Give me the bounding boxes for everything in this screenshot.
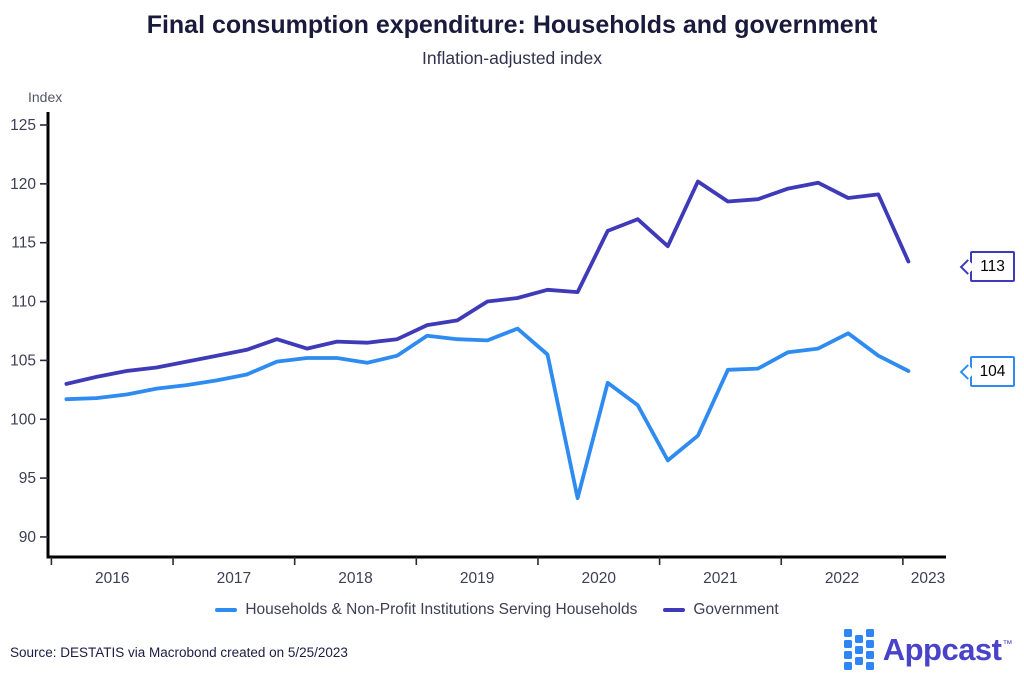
- legend-item-government: Government: [663, 601, 779, 619]
- y-tick-label: 125: [10, 117, 36, 134]
- y-tick-label: 115: [11, 235, 36, 252]
- callout-government: 113: [959, 251, 1015, 282]
- x-tick-label: 2023: [911, 570, 945, 587]
- y-tick-label: 95: [19, 470, 36, 487]
- callout-households: 104: [959, 356, 1015, 387]
- y-tick-label: 110: [11, 294, 36, 311]
- x-tick-label: 2020: [582, 570, 617, 587]
- x-tick-label: 2017: [217, 570, 251, 587]
- source-note: Source: DESTATIS via Macrobond created o…: [10, 645, 348, 660]
- households-line: [64, 326, 911, 501]
- x-tick-label: 2019: [460, 570, 494, 587]
- appcast-logo-icon: [843, 629, 874, 670]
- callout-value: 113: [980, 257, 1005, 275]
- chart-subtitle: Inflation-adjusted index: [422, 48, 602, 68]
- government-line: [64, 179, 911, 386]
- trademark-symbol: ™: [1002, 639, 1013, 650]
- x-tick-label: 2018: [338, 570, 372, 587]
- y-axis-title: Index: [28, 89, 63, 105]
- logo-column: [854, 629, 863, 670]
- legend-label: Households & Non-Profit Institutions Ser…: [245, 601, 638, 618]
- x-tick-label: 2021: [703, 570, 737, 587]
- legend-item-households: Households & Non-Profit Institutions Ser…: [215, 601, 637, 619]
- legend-label: Government: [693, 601, 779, 618]
- households-line-swatch-icon: [215, 607, 238, 613]
- y-tick-label: 120: [10, 176, 36, 193]
- legend: Households & Non-Profit Institutions Ser…: [48, 601, 946, 619]
- x-tick-label: 2022: [825, 570, 859, 587]
- y-tick-label: 105: [10, 352, 36, 369]
- y-tick-label: 100: [10, 411, 36, 428]
- appcast-wordmark: Appcast™: [882, 632, 1013, 667]
- appcast-logo: Appcast™: [843, 629, 1013, 670]
- y-tick-label: 90: [19, 529, 37, 546]
- logo-column: [865, 629, 874, 670]
- chart-title: Final consumption expenditure: Household…: [146, 11, 878, 39]
- logo-column: [843, 629, 852, 670]
- callout-value: 104: [979, 362, 1006, 380]
- x-tick-label: 2016: [95, 570, 129, 587]
- government-line-swatch-icon: [663, 607, 686, 613]
